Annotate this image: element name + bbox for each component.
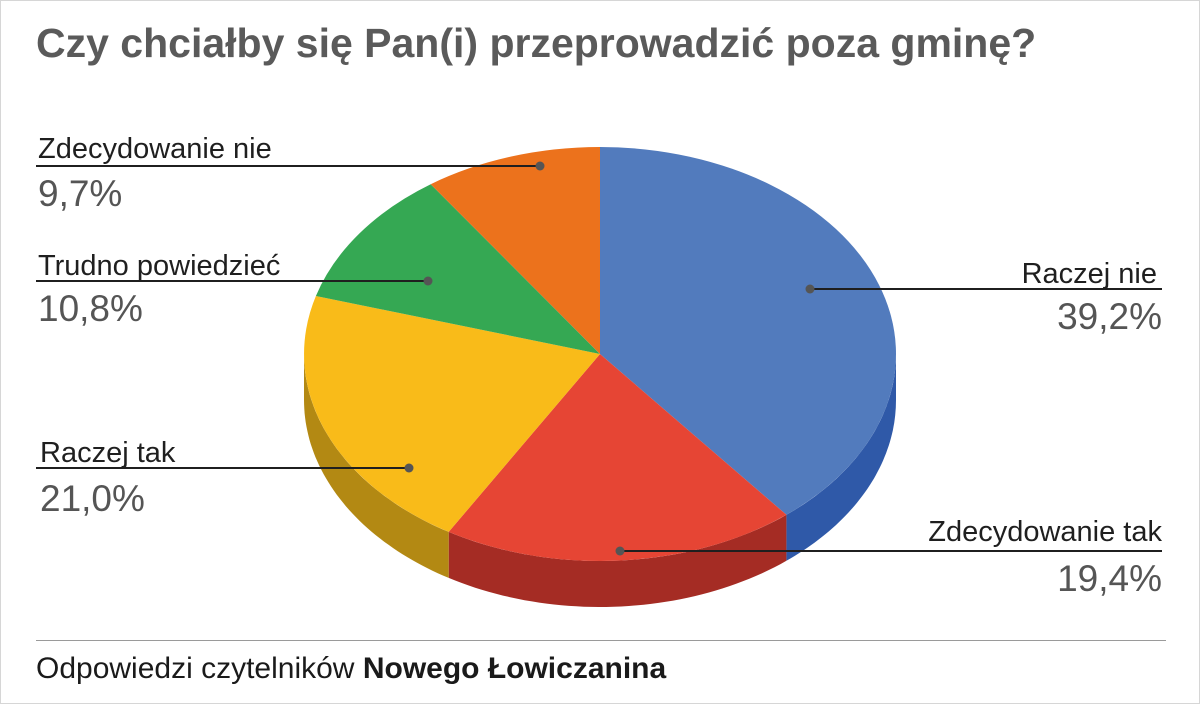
leader-dot-raczej-nie [805,284,815,294]
label-value-zdecydowanie-nie: 9,7% [38,173,122,214]
footer-brand: Nowego Łowiczanina [362,652,667,685]
pie-side-walls [304,354,896,607]
pie-slice-trudno-powiedziec [315,184,600,354]
pie-side-raczej-nie [786,354,896,561]
label-name-trudno-powiedziec: Trudno powiedzieć [38,250,280,282]
label-value-raczej-tak: 21,0% [40,478,145,519]
leader-dot-zdecydowanie-tak [615,546,625,556]
chart-title: Czy chciałby się Pan(i) przeprowadzić po… [36,20,1037,66]
leader-dot-raczej-tak [404,463,414,473]
pie-slice-zdecydowanie-nie [430,147,600,354]
pie-slice-zdecydowanie-tak [448,354,787,561]
pie-side-zdecydowanie-tak [448,514,787,607]
leader-dot-trudno-powiedziec [423,276,433,286]
label-value-zdecydowanie-tak: 19,4% [1057,558,1162,599]
pie-slice-raczej-nie [600,147,896,515]
label-name-zdecydowanie-tak: Zdecydowanie tak [928,516,1162,548]
label-value-raczej-nie: 39,2% [1057,296,1162,337]
leader-dot-zdecydowanie-nie [535,161,545,171]
label-value-trudno-powiedziec: 10,8% [38,288,143,329]
pie-slice-raczej-tak [304,296,600,532]
footer-prefix: Odpowiedzi czytelników [36,652,355,685]
label-name-raczej-tak: Raczej tak [40,437,176,469]
data-labels: Raczej nie 39,2% Zdecydowanie tak 19,4% Racz… [36,133,1162,599]
pie-slices [304,147,896,561]
pie-side-raczej-tak [304,354,449,578]
source-footer: Odpowiedzi czytelników Nowego Łowiczanin… [36,652,666,686]
footer-divider [36,640,1166,641]
label-name-zdecydowanie-nie: Zdecydowanie nie [38,133,272,165]
label-name-raczej-nie: Raczej nie [1022,258,1157,290]
